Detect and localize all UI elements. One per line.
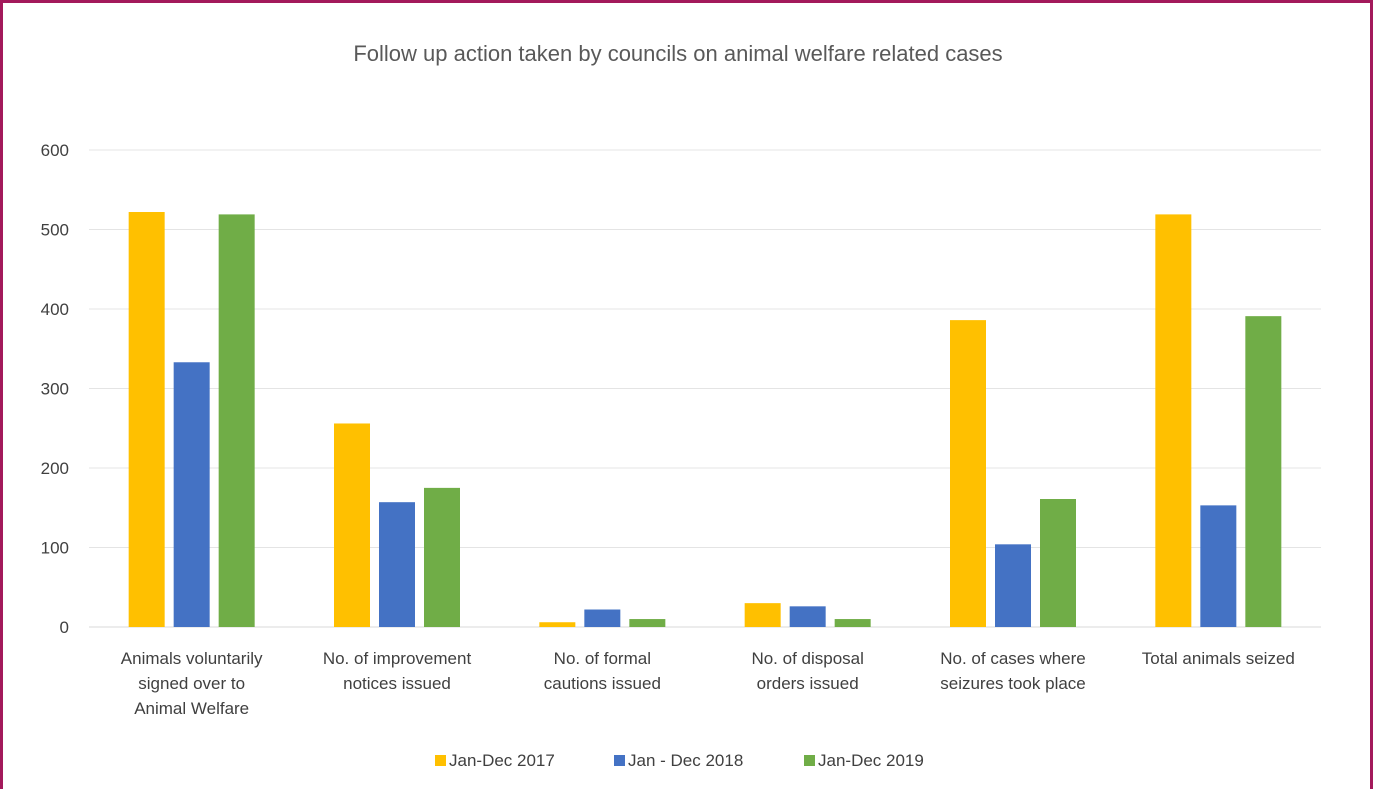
bar	[1245, 316, 1282, 627]
y-tick-label: 500	[41, 221, 69, 240]
x-tick-label: Total animals seized	[1142, 649, 1295, 668]
bar	[584, 609, 621, 627]
x-axis-labels: Animals voluntarily signed over to Animal …	[121, 649, 1295, 718]
legend: Jan-Dec 2017 Jan - Dec 2018 Jan-Dec 2019	[435, 751, 924, 770]
x-tick-label: cautions issued	[544, 674, 661, 693]
bar	[539, 622, 576, 627]
bar	[629, 619, 666, 627]
bar	[834, 619, 871, 627]
legend-swatch	[614, 755, 625, 766]
x-tick-label: No. of improvement	[323, 649, 472, 668]
y-tick-label: 600	[41, 141, 69, 160]
legend-swatch	[804, 755, 815, 766]
y-axis-ticks: 0 100 200 300 400 500 600	[41, 141, 69, 637]
bar	[1155, 214, 1192, 627]
x-tick-label: No. of cases where	[940, 649, 1086, 668]
y-tick-label: 100	[41, 539, 69, 558]
x-tick-label: Animal Welfare	[134, 699, 249, 718]
x-tick-label: notices issued	[343, 674, 451, 693]
y-tick-label: 300	[41, 380, 69, 399]
legend-label: Jan-Dec 2017	[449, 751, 555, 770]
legend-label: Jan-Dec 2019	[818, 751, 924, 770]
bar	[218, 214, 255, 627]
y-tick-label: 200	[41, 459, 69, 478]
chart-title: Follow up action taken by councils on an…	[353, 41, 1002, 66]
bar-chart: Follow up action taken by councils on an…	[41, 41, 1321, 770]
bar	[789, 606, 826, 627]
bar	[424, 487, 460, 627]
gridlines	[89, 149, 1321, 628]
bar	[1040, 499, 1076, 627]
x-tick-label: orders issued	[757, 674, 859, 693]
legend-swatch	[435, 755, 446, 766]
bar	[334, 423, 370, 627]
bar	[744, 603, 781, 627]
bar	[995, 544, 1031, 627]
bar	[1200, 505, 1237, 627]
x-tick-label: Animals voluntarily	[121, 649, 263, 668]
y-tick-label: 400	[41, 300, 69, 319]
bar	[950, 320, 986, 627]
bars	[128, 212, 1282, 627]
y-tick-label: 0	[60, 618, 69, 637]
x-tick-label: signed over to	[138, 674, 245, 693]
bar	[173, 362, 210, 627]
legend-label: Jan - Dec 2018	[628, 751, 743, 770]
x-tick-label: seizures took place	[940, 674, 1086, 693]
bar	[128, 212, 165, 627]
bar	[379, 502, 415, 627]
x-tick-label: No. of formal	[554, 649, 651, 668]
x-tick-label: No. of disposal	[751, 649, 863, 668]
